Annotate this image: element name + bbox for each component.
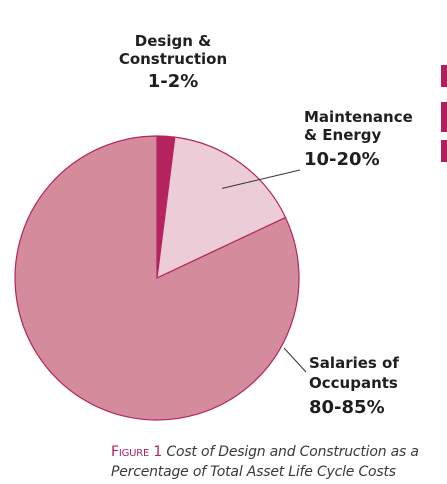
figure-label: Figure 1 <box>111 444 163 460</box>
leader-line-salaries <box>283 347 307 373</box>
slice-value-maintenance: 10-20% <box>304 149 380 170</box>
slice-label-maintenance-line1: Maintenance <box>304 108 413 126</box>
pie-slices <box>14 135 300 421</box>
pie-chart-svg: Design & Construction 1-2% Maintenance &… <box>14 32 413 421</box>
pie-slice-salaries <box>14 135 300 421</box>
slice-label-design-line1: Design & <box>135 32 211 50</box>
slice-label-maintenance-line2: & Energy <box>304 126 382 144</box>
slice-label-salaries-line1: Salaries of <box>309 354 399 372</box>
pie-slice-maintenance <box>156 136 287 280</box>
edge-accent-mark <box>441 140 447 162</box>
leader-line-maintenance <box>221 169 301 189</box>
slice-value-design: 1-2% <box>148 71 199 92</box>
leader-lines <box>221 169 307 373</box>
edge-accent-mark <box>441 102 447 132</box>
figure-caption-text: Cost of Design and Construction as a Per… <box>111 444 419 480</box>
figure-caption: Figure 1 Cost of Design and Construction… <box>111 442 441 482</box>
slice-value-salaries: 80-85% <box>309 397 385 418</box>
edge-accent-mark <box>441 65 447 87</box>
slice-label-design-line2: Construction <box>119 50 227 68</box>
slice-label-salaries-line2: Occupants <box>309 374 398 392</box>
